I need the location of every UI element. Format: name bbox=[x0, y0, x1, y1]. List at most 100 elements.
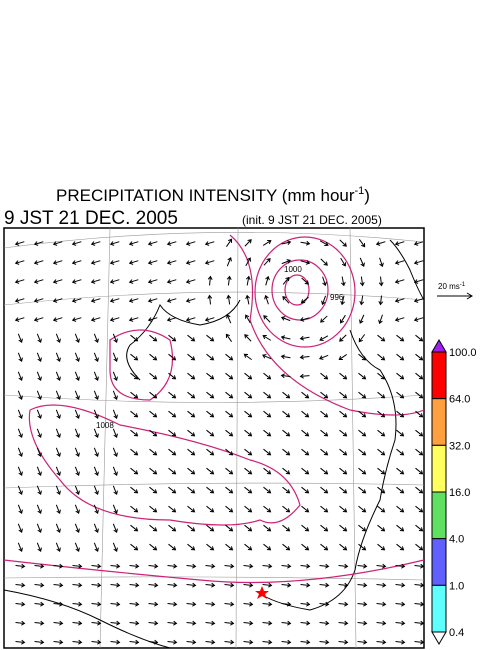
wind-arrow bbox=[300, 260, 311, 265]
wind-arrow bbox=[55, 523, 61, 534]
wind-arrow bbox=[187, 353, 196, 361]
wind-arrow bbox=[339, 239, 347, 247]
wind-arrow bbox=[72, 620, 83, 626]
wind-arrow bbox=[359, 314, 365, 324]
wind-arrow bbox=[167, 639, 178, 645]
wind-arrow bbox=[130, 543, 139, 551]
wind-arrow bbox=[168, 391, 177, 399]
map-frame bbox=[3, 227, 425, 649]
wind-arrow bbox=[320, 429, 329, 437]
wind-arrow bbox=[52, 317, 63, 322]
wind-arrow bbox=[74, 428, 80, 439]
wind-arrow bbox=[110, 563, 121, 569]
wind-arrow bbox=[91, 639, 102, 645]
wind-arrow bbox=[55, 466, 61, 477]
wind-arrow bbox=[375, 241, 386, 246]
wind-arrow bbox=[14, 317, 25, 322]
wind-arrow bbox=[186, 601, 197, 607]
wind-arrow bbox=[206, 505, 215, 513]
wind-arrow bbox=[34, 582, 45, 588]
wind-arrow bbox=[415, 372, 424, 380]
wind-arrow bbox=[112, 352, 118, 363]
wind-arrow bbox=[53, 620, 64, 626]
wind-arrow bbox=[243, 639, 254, 645]
wind-arrow bbox=[167, 601, 178, 607]
wind-arrow bbox=[262, 601, 273, 607]
wind-arrow bbox=[15, 582, 26, 588]
wind-arrow bbox=[15, 620, 26, 626]
wind-arrow bbox=[263, 429, 272, 437]
wind-arrow bbox=[377, 448, 386, 456]
wind-arrow bbox=[168, 372, 177, 380]
wind-arrow bbox=[55, 352, 61, 363]
wind-arrow bbox=[128, 260, 139, 265]
wind-arrow bbox=[413, 260, 424, 265]
wind-arrow bbox=[148, 563, 159, 569]
wind-arrow bbox=[187, 448, 196, 456]
wind-arrow bbox=[149, 391, 158, 399]
wind-arrow bbox=[55, 504, 61, 515]
wind-arrow bbox=[263, 448, 272, 456]
wind-arrow bbox=[281, 601, 292, 607]
wind-arrow bbox=[224, 601, 235, 607]
wind-arrow bbox=[204, 260, 215, 265]
wind-arrow bbox=[319, 639, 330, 645]
wind-arrow bbox=[320, 467, 329, 475]
wind-arrow bbox=[36, 447, 42, 458]
wind-arrow bbox=[301, 467, 310, 475]
wind-arrow bbox=[185, 260, 196, 265]
reference-superscript: -1 bbox=[460, 282, 466, 288]
wind-arrow bbox=[91, 582, 102, 588]
wind-arrow bbox=[244, 543, 253, 551]
wind-arrow bbox=[109, 298, 120, 303]
wind-arrow bbox=[71, 279, 82, 284]
wind-arrow bbox=[377, 524, 386, 532]
wind-arrow bbox=[376, 639, 387, 645]
wind-arrow bbox=[74, 504, 80, 515]
wind-arrow bbox=[394, 241, 405, 246]
wind-arrow bbox=[358, 524, 367, 532]
wind-arrow bbox=[377, 467, 386, 475]
wind-arrow bbox=[109, 317, 120, 322]
wind-arrow bbox=[225, 333, 233, 342]
wind-arrow bbox=[282, 391, 291, 399]
wind-arrow bbox=[244, 467, 253, 475]
wind-arrow bbox=[187, 505, 196, 513]
wind-arrow bbox=[359, 257, 365, 267]
wind-arrow bbox=[128, 317, 139, 322]
wind-arrow bbox=[377, 353, 386, 361]
wind-arrow bbox=[71, 317, 82, 322]
wind-arrow bbox=[110, 620, 121, 626]
wind-arrow bbox=[358, 543, 367, 551]
wind-arrow bbox=[225, 543, 234, 551]
colorbar-over bbox=[431, 339, 447, 353]
wind-arrow bbox=[206, 467, 215, 475]
wind-arrow bbox=[282, 505, 291, 513]
wind-arrow bbox=[149, 524, 158, 532]
wind-arrow bbox=[74, 371, 80, 382]
wind-arrow bbox=[17, 409, 23, 420]
wind-arrow bbox=[34, 563, 45, 569]
wind-arrow bbox=[90, 279, 101, 284]
wind-arrow bbox=[339, 448, 348, 456]
wind-arrow bbox=[262, 354, 272, 360]
wind-arrow bbox=[282, 448, 291, 456]
wind-arrow bbox=[90, 298, 101, 303]
wind-arrow bbox=[14, 260, 25, 265]
contour-label: 1008 bbox=[96, 421, 114, 430]
wind-arrow bbox=[206, 543, 215, 551]
wind-arrow bbox=[147, 279, 158, 284]
wind-arrow bbox=[358, 505, 367, 513]
wind-arrow bbox=[396, 410, 405, 418]
wind-arrow bbox=[36, 371, 42, 382]
wind-arrow bbox=[243, 620, 254, 626]
wind-arrow bbox=[301, 505, 310, 513]
wind-arrow bbox=[52, 260, 63, 265]
wind-arrow bbox=[90, 241, 101, 246]
wind-arrow bbox=[93, 466, 99, 477]
wind-arrow bbox=[206, 429, 215, 437]
wind-arrow bbox=[14, 298, 25, 303]
wind-arrow bbox=[15, 563, 26, 569]
wind-arrow bbox=[129, 601, 140, 607]
wind-arrow bbox=[112, 409, 118, 420]
